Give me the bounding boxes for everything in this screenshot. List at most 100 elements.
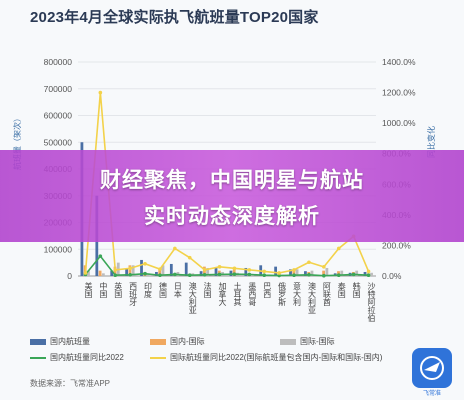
bar-1-俄罗斯 bbox=[274, 266, 278, 276]
line-point-3-巴西 bbox=[262, 273, 267, 278]
line-point-4-泰国 bbox=[336, 246, 341, 251]
bar-3-意大利 bbox=[295, 269, 299, 276]
bar-1-英国 bbox=[110, 270, 114, 276]
bar-2-中国 bbox=[98, 270, 102, 276]
x-tick-label: 加拿大 bbox=[218, 281, 227, 307]
x-tick-label: 日本 bbox=[173, 282, 182, 299]
line-point-4-澳大利亚 bbox=[307, 260, 311, 265]
line-point-4-墨西哥 bbox=[247, 268, 252, 272]
line-point-4-土耳其 bbox=[232, 266, 237, 271]
x-tick-label: 美国 bbox=[84, 281, 93, 299]
line-point-4-澳大利亚 bbox=[187, 255, 192, 260]
bar-1-西班牙 bbox=[125, 268, 129, 276]
x-tick-label: 韩国 bbox=[352, 281, 361, 299]
bar-2-阿联酋 bbox=[322, 270, 325, 276]
line-point-3-印度 bbox=[143, 271, 147, 276]
bar-2-西班牙 bbox=[128, 265, 132, 276]
line-point-3-法国 bbox=[202, 272, 207, 277]
legend-item-domestic-yoy: 国内航班量同比2022 bbox=[30, 352, 124, 363]
headline-line-2: 实时动态深度解析 bbox=[144, 205, 320, 228]
x-tick-label: 法国 bbox=[203, 281, 212, 299]
bar-1-意大利 bbox=[289, 269, 292, 276]
x-tick-label: 印度 bbox=[144, 282, 153, 299]
line-point-3-英国 bbox=[113, 273, 118, 278]
bar-1-日本 bbox=[169, 263, 173, 276]
y-left-tick-label: 700000 bbox=[44, 84, 73, 94]
line-point-4-阿联酋 bbox=[322, 265, 326, 269]
line-point-3-沙特阿拉伯 bbox=[366, 273, 371, 278]
x-tick-label: 泰国 bbox=[337, 281, 346, 299]
x-tick-label: 沙特阿拉伯 bbox=[367, 282, 376, 323]
legend-item-domestic: 国内航班量 bbox=[30, 336, 90, 347]
x-tick-label: 巴西 bbox=[263, 282, 272, 299]
line-point-4-意大利 bbox=[292, 268, 296, 272]
bar-3-韩国 bbox=[355, 270, 359, 276]
y-left-tick-label: 600000 bbox=[44, 111, 73, 121]
legend-label-intl: 国际-国际 bbox=[300, 337, 335, 346]
y-right-tick-label: 1200.0% bbox=[382, 88, 416, 98]
line-point-3-德国 bbox=[158, 273, 162, 278]
line-point-4-英国 bbox=[113, 268, 118, 272]
y-left-tick-label: 100000 bbox=[44, 244, 73, 254]
line-point-3-泰国 bbox=[336, 273, 341, 278]
x-tick-label: 中国 bbox=[99, 281, 108, 299]
legend-label-domestic-yoy: 国内航班量同比2022 bbox=[50, 353, 124, 362]
bar-1-墨西哥 bbox=[244, 267, 248, 276]
line-point-3-中国 bbox=[98, 254, 103, 258]
legend-label-intl-yoy: 国际航班量同比2022(国际航班量包含国内-国际和国际-国内) bbox=[170, 353, 383, 362]
bar-2-德国 bbox=[158, 267, 162, 276]
line-point-4-印度 bbox=[143, 261, 147, 266]
legend-swatch-intl-cn bbox=[150, 338, 166, 345]
bar-1-德国 bbox=[155, 271, 158, 276]
legend-label-intl-cn: 国内-国际 bbox=[170, 337, 205, 346]
x-tick-label: 澳大利亚 bbox=[307, 281, 316, 314]
y-left-axis-label: 航班量（架次） bbox=[12, 114, 22, 170]
bar-3-阿联酋 bbox=[325, 267, 329, 276]
legend-item-intl: 国际-国际 bbox=[280, 336, 335, 347]
line-point-3-阿联酋 bbox=[322, 273, 326, 278]
line-point-3-俄罗斯 bbox=[277, 273, 281, 278]
bar-3-印度 bbox=[146, 273, 150, 276]
bar-1-沙特阿拉伯 bbox=[363, 271, 367, 276]
line-point-3-意大利 bbox=[292, 273, 296, 278]
line-point-4-巴西 bbox=[262, 269, 267, 274]
line-point-4-西班牙 bbox=[128, 266, 132, 271]
headline-banner: 财经聚焦，中国明星与航站 实时动态深度解析 bbox=[0, 150, 464, 242]
line-series-4 bbox=[84, 92, 370, 274]
bar-3-沙特阿拉伯 bbox=[370, 272, 373, 276]
x-tick-label: 阿联酋 bbox=[322, 282, 331, 307]
x-tick-label: 土耳其 bbox=[233, 281, 242, 307]
x-tick-label: 澳大利亚 bbox=[188, 281, 197, 314]
app-logo-icon bbox=[412, 348, 452, 388]
y-left-tick-label: 500000 bbox=[44, 137, 73, 147]
x-tick-label: 墨西哥 bbox=[248, 282, 257, 307]
line-point-4-法国 bbox=[202, 268, 207, 272]
chart-title: 2023年4月全球实际执飞航班量TOP20国家 bbox=[30, 9, 319, 26]
legend-swatch-domestic-yoy bbox=[30, 356, 46, 359]
line-point-3-日本 bbox=[173, 272, 177, 277]
bar-3-美国 bbox=[87, 270, 90, 276]
line-point-4-沙特阿拉伯 bbox=[366, 269, 371, 274]
line-point-4-中国 bbox=[98, 90, 103, 95]
y-right-axis-label: 同比变化 bbox=[426, 126, 436, 158]
data-source: 数据来源：飞常准APP bbox=[30, 379, 111, 388]
line-point-4-美国 bbox=[83, 271, 88, 275]
legend-swatch-domestic bbox=[30, 338, 46, 345]
legend-swatch-intl bbox=[280, 338, 296, 345]
line-point-4-加拿大 bbox=[217, 265, 222, 269]
x-tick-label: 西班牙 bbox=[129, 282, 138, 307]
bar-1-加拿大 bbox=[214, 267, 218, 276]
legend-swatch-intl-yoy bbox=[150, 356, 166, 359]
bar-1-澳大利亚 bbox=[304, 271, 307, 276]
x-tick-label: 德国 bbox=[158, 281, 167, 299]
bar-3-中国 bbox=[101, 273, 105, 276]
x-tick-label: 意大利 bbox=[293, 281, 302, 306]
line-point-3-加拿大 bbox=[217, 272, 222, 277]
bar-1-土耳其 bbox=[229, 270, 233, 276]
y-left-tick-label: 800000 bbox=[44, 57, 73, 67]
y-right-tick-label: 0.0% bbox=[382, 271, 402, 281]
y-right-tick-label: 1000.0% bbox=[382, 118, 416, 128]
headline-line-1: 财经聚焦，中国明星与航站 bbox=[100, 169, 364, 192]
y-right-tick-label: 1400.0% bbox=[382, 57, 416, 67]
line-point-3-西班牙 bbox=[128, 272, 132, 277]
